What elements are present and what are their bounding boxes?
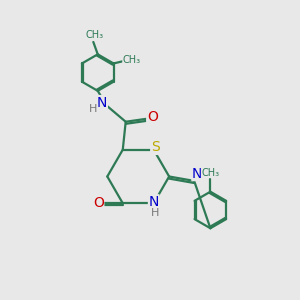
Text: CH₃: CH₃ [123,55,141,65]
Text: N: N [192,167,202,181]
Text: N: N [97,96,107,110]
Text: O: O [93,196,104,210]
Text: N: N [148,195,159,209]
Text: S: S [151,140,160,154]
Text: H: H [151,208,159,218]
Text: CH₃: CH₃ [86,30,104,40]
Text: H: H [89,103,98,113]
Text: O: O [147,110,158,124]
Text: CH₃: CH₃ [201,168,219,178]
